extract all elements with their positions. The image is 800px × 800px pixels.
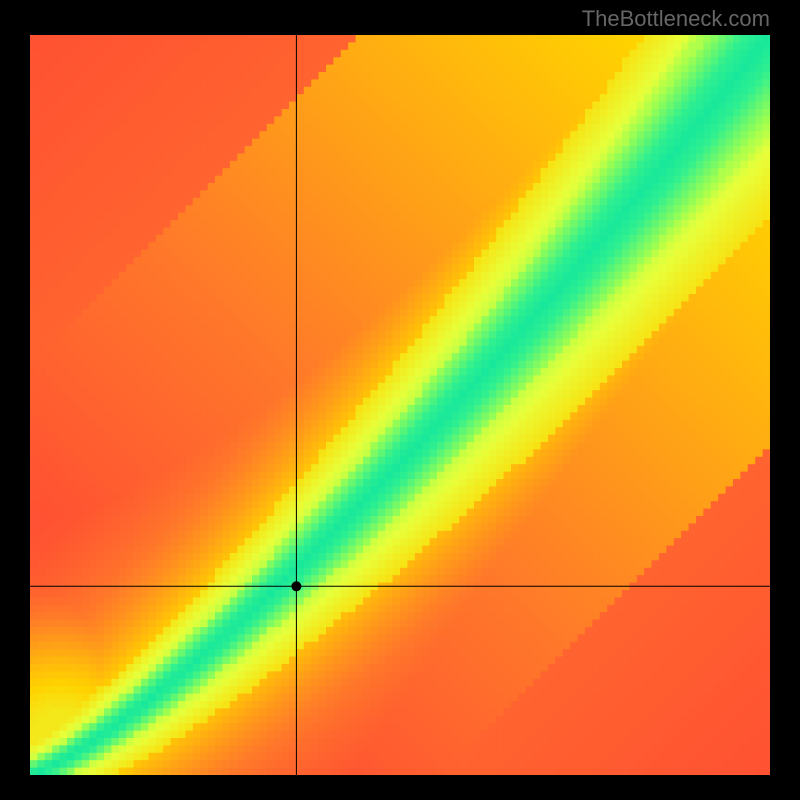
watermark-text: TheBottleneck.com: [582, 6, 770, 32]
bottleneck-heatmap-canvas: [30, 35, 770, 775]
bottleneck-heatmap-container: [30, 35, 770, 775]
